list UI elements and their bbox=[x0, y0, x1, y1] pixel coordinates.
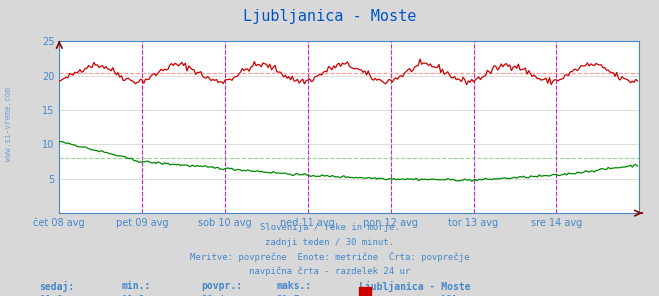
Text: 19,6: 19,6 bbox=[40, 295, 63, 296]
Text: www.si-vreme.com: www.si-vreme.com bbox=[4, 87, 13, 161]
Text: 21,7: 21,7 bbox=[277, 295, 301, 296]
Text: navpična črta - razdelek 24 ur: navpična črta - razdelek 24 ur bbox=[249, 266, 410, 276]
Text: Ljubljanica - Moste: Ljubljanica - Moste bbox=[243, 9, 416, 24]
Text: 20,4: 20,4 bbox=[201, 295, 225, 296]
Text: Meritve: povprečne  Enote: metrične  Črta: povprečje: Meritve: povprečne Enote: metrične Črta:… bbox=[190, 252, 469, 262]
Text: zadnji teden / 30 minut.: zadnji teden / 30 minut. bbox=[265, 238, 394, 247]
Text: 19,3: 19,3 bbox=[122, 295, 146, 296]
Text: povpr.:: povpr.: bbox=[201, 281, 242, 291]
Text: temperatura[C]: temperatura[C] bbox=[375, 295, 457, 296]
Text: Slovenija / reke in morje.: Slovenija / reke in morje. bbox=[260, 223, 399, 232]
Text: maks.:: maks.: bbox=[277, 281, 312, 291]
Text: sedaj:: sedaj: bbox=[40, 281, 74, 292]
Text: min.:: min.: bbox=[122, 281, 152, 291]
Text: Ljubljanica - Moste: Ljubljanica - Moste bbox=[359, 281, 471, 292]
